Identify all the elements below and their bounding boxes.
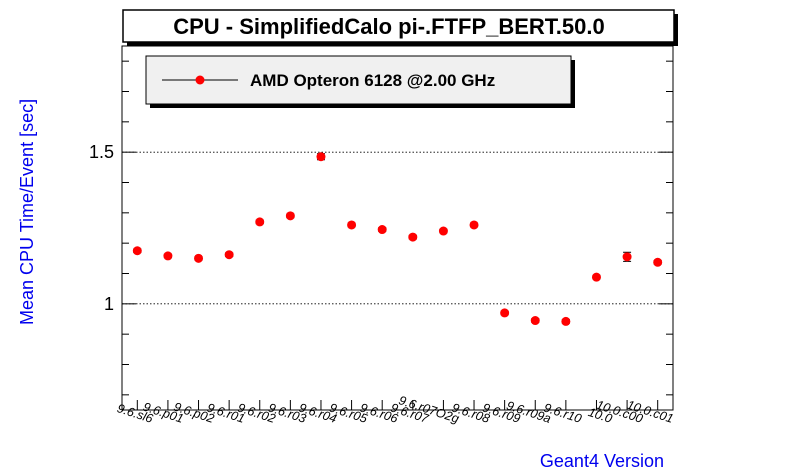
data-point [561,316,571,326]
legend-label: AMD Opteron 6128 @2.00 GHz [250,71,495,90]
chart-title: CPU - SimplifiedCalo pi-.FTFP_BERT.50.0 [173,14,605,39]
data-point [285,211,295,221]
data-point [622,252,632,262]
data-point [132,246,142,256]
data-point [255,217,265,227]
x-axis-ticks: 9.6.sl69.6.p019.6.p029.6.r019.6.r029.6.r… [115,393,675,426]
data-point [347,220,357,230]
x-axis-title: Geant4 Version [540,451,664,471]
data-point [316,152,326,162]
data-points [132,152,663,326]
data-point [377,225,387,235]
data-point [408,232,418,242]
y-tick-label: 1 [104,294,114,314]
data-point [163,251,173,261]
data-point [530,316,540,326]
data-point [194,253,204,263]
data-point [224,250,234,260]
data-point [500,308,510,318]
y-axis-ticks: 11.5 [89,60,673,396]
title-box [122,9,675,43]
grid-lines [122,151,673,305]
y-axis-title: Mean CPU Time/Event [sec] [17,99,37,325]
data-point [438,226,448,236]
data-point [591,272,601,282]
data-point [653,257,663,267]
legend-marker [195,75,205,85]
data-point [469,220,479,230]
y-tick-label: 1.5 [89,142,114,162]
